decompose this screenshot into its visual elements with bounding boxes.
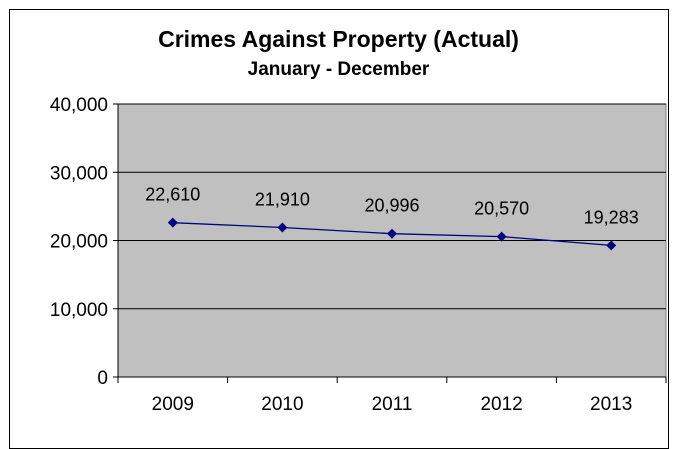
data-labels: 22,610 21,910 20,996 20,570 19,283 — [145, 185, 638, 228]
line-chart: 0 10,000 20,000 30,000 40,000 2009 2010 2011 201… — [50, 95, 667, 415]
x-tick-label: 2010 — [261, 394, 303, 415]
series-layer — [167, 217, 617, 251]
data-label: 21,910 — [255, 189, 310, 209]
gridlines — [118, 103, 666, 310]
data-label: 22,610 — [145, 185, 200, 205]
data-label: 19,283 — [584, 207, 639, 227]
data-point-marker — [387, 228, 397, 239]
y-tick-label: 10,000 — [50, 300, 108, 321]
data-point-marker — [606, 240, 617, 251]
y-tick-label: 20,000 — [50, 232, 108, 253]
data-label: 20,570 — [474, 199, 529, 219]
data-point-marker — [277, 222, 288, 233]
chart-subtitle: January - December — [247, 59, 430, 80]
y-tick-label: 0 — [97, 368, 108, 389]
y-tick-label: 30,000 — [50, 163, 108, 184]
x-tick-label: 2013 — [590, 394, 632, 415]
data-label: 20,996 — [364, 196, 419, 216]
x-tick-label: 2012 — [480, 394, 522, 415]
data-point-marker — [167, 217, 178, 228]
axes: 0 10,000 20,000 30,000 40,000 2009 2010 2011 201… — [50, 95, 667, 415]
x-tick-label: 2009 — [152, 394, 194, 415]
y-tick-label: 40,000 — [50, 95, 108, 116]
data-point-marker — [496, 231, 507, 242]
x-tick-label: 2011 — [372, 394, 413, 415]
chart-title: Crimes Against Property (Actual) — [158, 26, 519, 52]
